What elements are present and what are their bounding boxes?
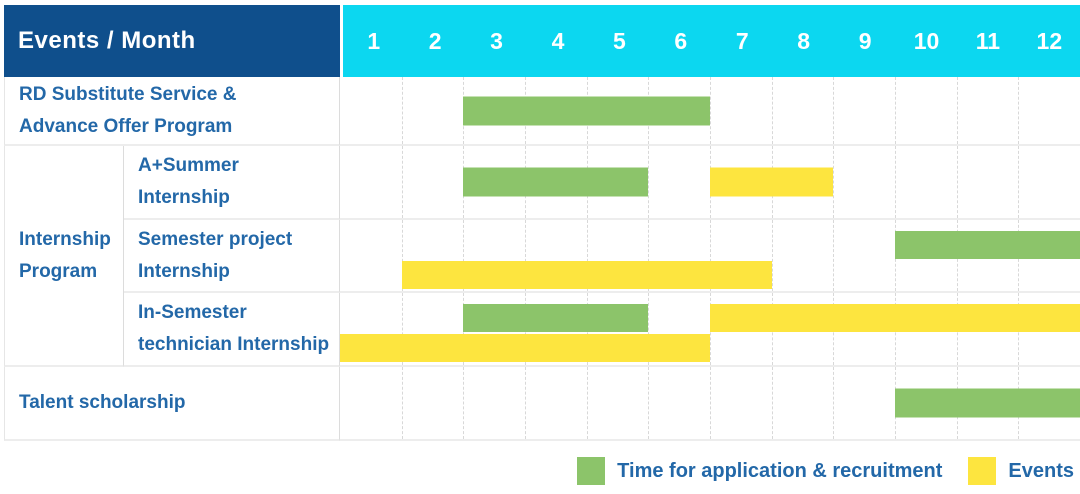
month-gridline — [648, 367, 650, 439]
month-label: 8 — [797, 27, 811, 54]
month-gridline — [710, 77, 711, 144]
month-gridline — [956, 146, 958, 218]
recruitment-swatch-icon — [577, 457, 606, 485]
row-label-rd-substitute: RD Substitute Service & Advance Offer Pr… — [4, 77, 340, 146]
month-label: 9 — [858, 27, 872, 54]
bar-events — [710, 304, 1080, 332]
month-gridline — [833, 220, 835, 291]
month-gridline — [648, 146, 650, 218]
month-gridline — [710, 220, 711, 291]
month-gridline — [895, 77, 896, 144]
row-label-line: RD Substitute Service & — [19, 83, 237, 105]
month-label: 3 — [490, 27, 503, 54]
month-gridline — [1018, 77, 1020, 144]
month-gridline — [401, 146, 403, 218]
month-gridline — [833, 146, 835, 218]
month-label: 6 — [674, 27, 688, 54]
month-label: 4 — [551, 27, 565, 54]
month-label: 1 — [367, 27, 381, 54]
month-gridline — [771, 220, 773, 291]
month-gridline — [710, 367, 711, 439]
row-label-line: In-Semester — [138, 302, 247, 323]
events-swatch-icon — [968, 457, 997, 485]
legend-label: Time for application & recruitment — [617, 459, 943, 482]
month-gridline — [525, 220, 526, 291]
timeline-row-talent-scholarship — [340, 367, 1080, 441]
timeline-row-a-summer — [340, 146, 1080, 220]
bar-events — [401, 261, 772, 289]
month-gridline — [401, 77, 403, 144]
month-gridline — [833, 77, 835, 144]
row-label-talent-scholarship: Talent scholarship — [4, 367, 340, 441]
legend-item-events: Events — [968, 457, 1074, 485]
month-gridline — [586, 367, 588, 439]
month-label: 11 — [975, 27, 1001, 54]
group-label-line: Program — [19, 260, 98, 282]
month-label: 5 — [613, 27, 626, 54]
month-gridline — [771, 367, 773, 439]
group-label-internship-program: Internship Program — [4, 146, 124, 367]
timeline-row-semester-project — [340, 220, 1080, 293]
row-label-line: Internship — [138, 187, 230, 208]
month-label: 7 — [735, 27, 749, 54]
group-label-line: Internship — [19, 228, 111, 250]
month-header: 1 2 3 4 5 6 7 8 9 10 11 12 — [340, 5, 1080, 77]
month-gridline — [895, 146, 896, 218]
row-label-in-semester-technician-internship: In-Semester technician Internship — [124, 293, 340, 367]
timeline-row-in-semester — [340, 293, 1080, 367]
month-gridline — [833, 367, 835, 439]
month-gridline — [956, 77, 958, 144]
month-gridline — [1018, 146, 1020, 218]
month-label: 12 — [1036, 27, 1063, 54]
month-gridline — [648, 293, 650, 365]
row-label-line: Advance Offer Program — [19, 115, 233, 137]
month-label: 2 — [428, 27, 442, 54]
legend-item-recruitment: Time for application & recruitment — [577, 457, 942, 485]
month-gridline — [463, 220, 465, 291]
month-label: 10 — [913, 27, 940, 54]
row-label-line: Semester project — [138, 228, 293, 250]
bar-recruitment — [895, 388, 1080, 418]
bar-recruitment — [463, 96, 710, 125]
row-label-semester-project-internship: Semester project Internship — [124, 220, 340, 293]
bar-events — [710, 167, 834, 197]
month-gridline — [401, 293, 403, 365]
timeline-row-rd-substitute — [340, 77, 1080, 146]
month-gridline — [401, 367, 403, 439]
row-label-line: Internship — [138, 260, 230, 282]
bar-recruitment — [895, 231, 1080, 259]
legend: Time for application & recruitment Event… — [4, 457, 1080, 485]
month-gridline — [648, 220, 650, 291]
month-gridline — [401, 220, 403, 291]
month-gridline — [771, 77, 773, 144]
month-gridline — [525, 367, 526, 439]
bar-recruitment — [463, 304, 649, 332]
bar-recruitment — [463, 167, 649, 197]
row-label-line: technician Internship — [138, 334, 330, 355]
row-label-a-summer-internship: A+Summer Internship — [124, 146, 340, 220]
corner-title: Events / Month — [18, 27, 196, 54]
month-gridline — [463, 367, 465, 439]
legend-label: Events — [1008, 459, 1074, 482]
row-label-line: Talent scholarship — [19, 392, 186, 413]
bar-events — [340, 334, 710, 362]
corner-header: Events / Month — [4, 5, 340, 77]
month-gridline — [586, 220, 588, 291]
row-label-line: A+Summer — [138, 155, 239, 176]
events-month-table: Events / Month 1 2 3 4 5 6 7 8 9 10 11 12 RD Substi… — [4, 5, 1080, 441]
